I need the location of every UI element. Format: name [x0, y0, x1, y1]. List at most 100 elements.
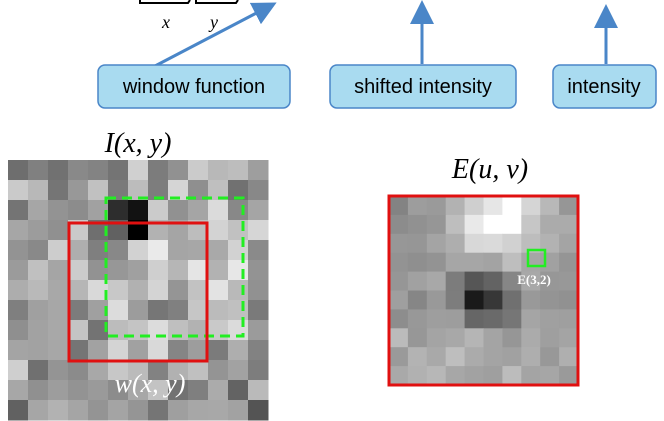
- pixel: [8, 380, 29, 401]
- pixel: [148, 400, 169, 421]
- pixel: [559, 366, 578, 385]
- pixel: [148, 340, 169, 361]
- pixel: [28, 200, 49, 221]
- pixel: [484, 196, 503, 215]
- pixel: [427, 309, 446, 328]
- pixel: [208, 400, 229, 421]
- pixel: [28, 280, 49, 301]
- pixel: [446, 366, 465, 385]
- pixel: [68, 400, 89, 421]
- pixel: [484, 328, 503, 347]
- pixel: [228, 260, 249, 281]
- pixel: [408, 328, 427, 347]
- pixel: [389, 366, 408, 385]
- pixel: [484, 234, 503, 253]
- pixel: [502, 309, 521, 328]
- pixel: [248, 400, 269, 421]
- pixel: [48, 400, 69, 421]
- pixel: [389, 272, 408, 291]
- pixel: [540, 291, 559, 310]
- pixel: [389, 291, 408, 310]
- pixel: [48, 240, 69, 261]
- pixel: [521, 196, 540, 215]
- pixel: [68, 160, 89, 181]
- pixel: [48, 220, 69, 241]
- pixel: [502, 196, 521, 215]
- pixel: [465, 347, 484, 366]
- pixel: [28, 400, 49, 421]
- pixel: [228, 220, 249, 241]
- pixel: [108, 340, 129, 361]
- diagram: x y window function shifted intensity in…: [0, 0, 664, 421]
- pixel: [168, 340, 189, 361]
- pixel: [408, 272, 427, 291]
- pixel: [128, 340, 149, 361]
- callout-label: intensity: [567, 76, 640, 98]
- pixel: [28, 240, 49, 261]
- pixel: [465, 291, 484, 310]
- pixel: [408, 366, 427, 385]
- pixel: [228, 400, 249, 421]
- pixel: [48, 160, 69, 181]
- image-title: I(x, y): [104, 128, 172, 159]
- pixel: [68, 340, 89, 361]
- pixel: [28, 160, 49, 181]
- pixel: [68, 300, 89, 321]
- pixel: [427, 215, 446, 234]
- window-label: w(x, y): [115, 369, 186, 398]
- pixel: [148, 200, 169, 221]
- pixel: [208, 220, 229, 241]
- pixel: [427, 234, 446, 253]
- pixel: [427, 328, 446, 347]
- pixel: [28, 320, 49, 341]
- formula: x y: [140, 0, 238, 32]
- pixel: [208, 300, 229, 321]
- pixel: [389, 253, 408, 272]
- pixel: [502, 234, 521, 253]
- pixel: [248, 200, 269, 221]
- sum-index: x: [161, 12, 170, 32]
- pixel: [188, 260, 209, 281]
- pixel: [228, 240, 249, 261]
- pixel: [248, 240, 269, 261]
- pixel: [408, 196, 427, 215]
- pixel: [248, 220, 269, 241]
- pixel: [148, 160, 169, 181]
- pixel: [427, 196, 446, 215]
- pixel: [208, 240, 229, 261]
- pixel: [48, 180, 69, 201]
- pixel: [427, 347, 446, 366]
- pixel: [228, 360, 249, 381]
- pixel: [484, 272, 503, 291]
- pixel: [408, 215, 427, 234]
- callout-label: window function: [122, 76, 265, 98]
- pixel: [68, 280, 89, 301]
- pixel: [248, 280, 269, 301]
- sum-sign: [140, 0, 190, 3]
- pixel: [168, 260, 189, 281]
- pixel: [389, 309, 408, 328]
- pixel: [408, 291, 427, 310]
- pixel: [108, 300, 129, 321]
- pixel: [168, 400, 189, 421]
- pixel: [559, 291, 578, 310]
- pixel: [228, 340, 249, 361]
- pixel: [427, 272, 446, 291]
- pixel: [446, 291, 465, 310]
- pixel: [521, 328, 540, 347]
- pixel: [68, 180, 89, 201]
- pixel: [248, 160, 269, 181]
- pixel: [228, 200, 249, 221]
- pixel: [540, 328, 559, 347]
- pixel: [108, 260, 129, 281]
- pixel: [168, 300, 189, 321]
- pixel: [502, 291, 521, 310]
- pixel: [28, 360, 49, 381]
- pixel: [248, 380, 269, 401]
- pixel: [128, 240, 149, 261]
- pixel: [128, 160, 149, 181]
- pixel: [168, 160, 189, 181]
- pixel: [248, 340, 269, 361]
- pixel: [8, 300, 29, 321]
- pixel: [108, 160, 129, 181]
